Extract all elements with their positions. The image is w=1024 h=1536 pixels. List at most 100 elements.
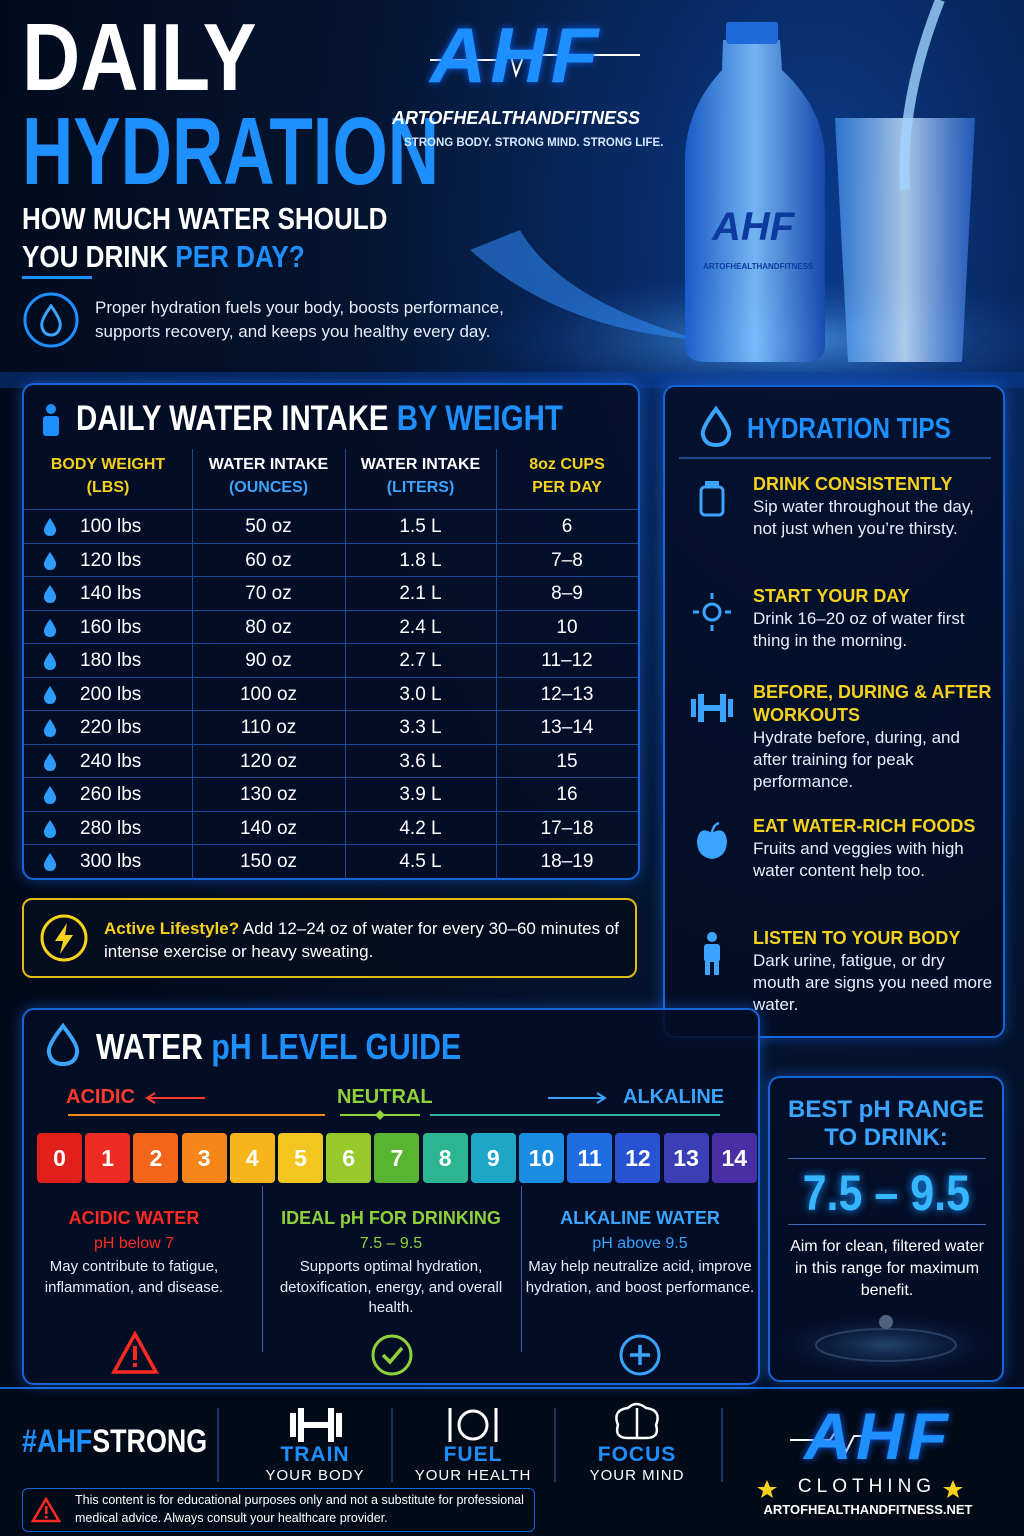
table-cell: 80 oz	[245, 616, 292, 638]
ph-panel	[22, 1008, 760, 1385]
bottle-cap	[726, 22, 778, 44]
subtitle-highlight: PER DAY?	[175, 239, 305, 274]
drop-icon	[43, 652, 57, 670]
column-title: IDEAL pH FOR DRINKING	[281, 1208, 501, 1228]
table-row: 220 lbs 110 oz 3.3 L 13–14	[24, 710, 638, 744]
pillar-title: TRAIN	[280, 1443, 350, 1466]
heartbeat-line	[430, 42, 640, 79]
plate-icon	[448, 1408, 498, 1442]
drop-icon	[43, 685, 57, 704]
tip: LISTEN TO YOUR BODY Dark urine, fatigue, …	[753, 927, 993, 1016]
accent-rule	[22, 276, 92, 279]
tip-text: Sip water throughout the day, not just w…	[753, 497, 974, 538]
table-row: 140 lbs 70 oz 2.1 L 8–9	[24, 576, 638, 610]
active-label: Active Lifestyle?	[104, 919, 240, 938]
intro-text: Proper hydration fuels your body, boosts…	[95, 298, 504, 341]
subtitle-line: YOU DRINK	[22, 239, 169, 274]
ph-box: 10	[519, 1133, 564, 1183]
tip-icon	[691, 694, 733, 722]
table-cell: 100 oz	[239, 683, 298, 705]
divider	[521, 1186, 522, 1352]
water-stream	[899, 0, 945, 191]
drop-icon	[43, 551, 57, 570]
title-text: HYDRATION TIPS	[747, 413, 951, 445]
table-cell: 220 lbs	[80, 717, 142, 738]
drop-icon	[700, 405, 732, 448]
drop-icon	[43, 819, 57, 838]
title-text: WATER	[96, 1026, 203, 1067]
best-panel: BEST pH RANGE TO DRINK: 7.5 – 9.5 Aim fo…	[768, 1076, 1004, 1382]
title-text: HYDRATION	[22, 98, 440, 205]
divider	[262, 1186, 263, 1352]
warning-icon	[111, 1330, 159, 1374]
table-cell: 130 oz	[239, 784, 298, 805]
column-header: BODY WEIGHT (LBS)	[24, 449, 192, 503]
bottle	[685, 40, 825, 362]
table-cell: 2.7 L	[399, 650, 442, 671]
ph-box: 7	[374, 1133, 420, 1183]
brand-logo: AHF	[430, 11, 603, 99]
dumbbell-icon	[290, 1408, 342, 1442]
tip: EAT WATER-RICH FOODS Fruits and veggies w…	[753, 815, 993, 882]
table-cell: 160 lbs	[80, 616, 142, 638]
tips-panel: HYDRATION TIPS DRINK CONSISTENTLY Sip wat…	[663, 385, 1005, 1038]
tip-icon	[699, 481, 725, 517]
pillar-subtitle: YOUR BODY	[265, 1467, 365, 1484]
table-cell: 180 lbs	[80, 650, 142, 671]
ph-title: WATER pH LEVEL GUIDE	[96, 1026, 531, 1068]
table-row: 100 lbs 50 oz 1.5 L 6	[24, 509, 638, 543]
tip-text: Hydrate before, during, and after traini…	[753, 728, 960, 791]
hashtag-part: STRONG	[92, 1423, 208, 1459]
ph-box: 2	[133, 1133, 179, 1183]
table-cell: 15	[556, 750, 578, 772]
table-cell: 16	[556, 784, 578, 805]
ph-box: 14	[711, 1133, 757, 1183]
title-line-1: DAILY	[22, 10, 301, 106]
tips-title: HYDRATION TIPS	[747, 413, 990, 446]
pillar: FOCUS YOUR MIND	[562, 1443, 712, 1484]
neutral-label: NEUTRAL	[337, 1086, 433, 1108]
table-cell: 18–19	[540, 851, 594, 872]
table-cell: 140 lbs	[80, 583, 142, 604]
bottle-logo: AHF	[712, 205, 795, 249]
table-cell: 4.2 L	[399, 817, 442, 839]
hashtag-part: #AHF	[22, 1423, 93, 1459]
table-cell: 3.3 L	[399, 717, 442, 738]
table-cell: 70 oz	[245, 583, 292, 604]
title-text: DAILY	[22, 4, 257, 111]
table-cell: 3.9 L	[399, 784, 442, 805]
table-cell: 17–18	[540, 817, 594, 839]
footer-brand-line: CLOTHING	[797, 1476, 937, 1497]
column-divider	[192, 449, 193, 879]
pillar-title: FOCUS	[597, 1443, 677, 1466]
ph-box: 12	[615, 1133, 661, 1183]
ph-box: 5	[278, 1133, 323, 1183]
drop-icon	[23, 292, 79, 348]
table-row: 180 lbs 90 oz 2.7 L 11–12	[24, 643, 638, 677]
tip-icon	[693, 593, 731, 631]
pillar-title: FUEL	[443, 1443, 503, 1466]
drop-icon	[46, 1022, 80, 1067]
table-cell: 6	[561, 516, 573, 537]
pillar-subtitle: YOUR HEALTH	[414, 1467, 532, 1484]
tip-title: START YOUR DAY	[753, 586, 910, 606]
rule	[679, 457, 991, 459]
column-header: WATER INTAKE (LITERS)	[345, 449, 496, 503]
column-divider	[496, 449, 497, 879]
table-cell: 7–8	[551, 549, 583, 571]
hashtag: #AHFSTRONG	[22, 1423, 242, 1460]
table-cell: 120 lbs	[80, 549, 142, 571]
table-cell: 90 oz	[245, 650, 292, 671]
website: ARTOFHEALTHANDFITNESS.NET	[763, 1502, 973, 1517]
ph-box: 0	[37, 1133, 82, 1183]
table-row: 200 lbs 100 oz 3.0 L 12–13	[24, 676, 638, 711]
table-cell: 2.1 L	[399, 583, 442, 604]
best-title: BEST pH RANGE TO DRINK:	[787, 1096, 984, 1151]
column-range: pH below 7	[93, 1235, 175, 1252]
table-cell: 240 lbs	[80, 750, 142, 772]
ph-arrows	[68, 1092, 720, 1120]
column-header: WATER INTAKE (OUNCES)	[192, 449, 345, 503]
tip-title: BEFORE, DURING & AFTER WORKOUTS	[753, 682, 992, 725]
